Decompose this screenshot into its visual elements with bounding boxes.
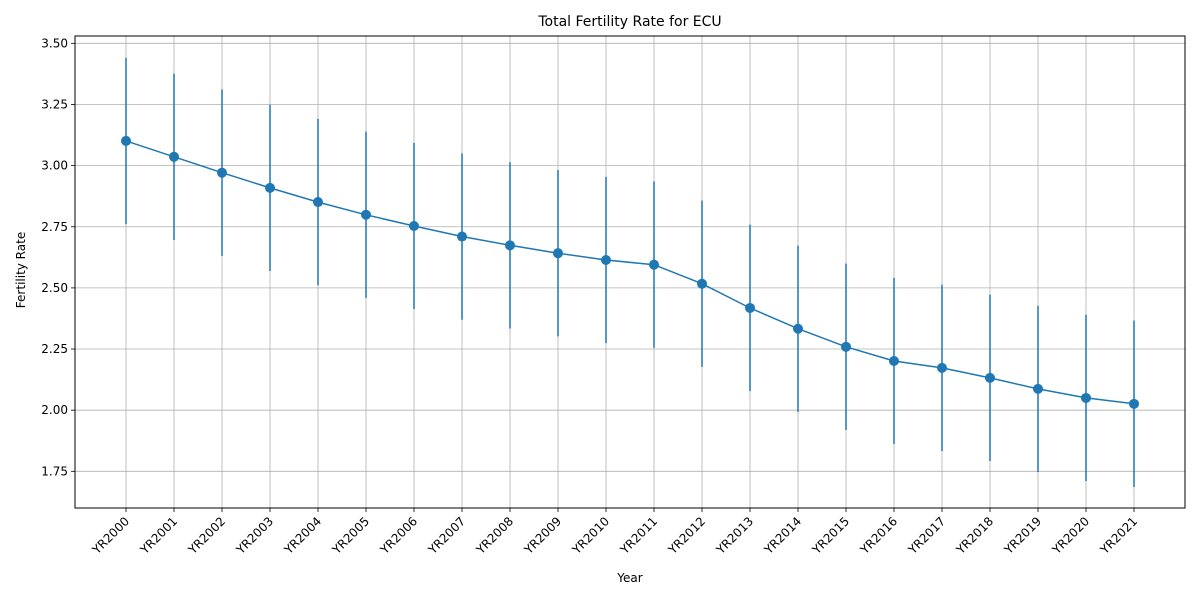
x-tick-label: YR2000 <box>89 514 132 557</box>
data-point <box>121 135 131 146</box>
y-tick-label: 3.25 <box>41 97 68 111</box>
x-tick-label: YR2003 <box>233 514 276 557</box>
data-point <box>1033 383 1043 394</box>
error-bars <box>125 57 1135 487</box>
data-point <box>697 278 707 289</box>
x-tick-label: YR2011 <box>617 514 660 557</box>
x-tick-label: YR2015 <box>809 514 852 557</box>
x-tick-label: YR2008 <box>473 514 516 557</box>
x-tick-label: YR2006 <box>377 514 420 557</box>
plot-frame <box>74 35 1186 509</box>
data-point <box>1129 398 1139 409</box>
x-tick-label: YR2012 <box>665 514 708 557</box>
data-points <box>121 135 1139 409</box>
x-tick-label: YR2004 <box>281 514 324 557</box>
y-tick-label: 3.50 <box>41 36 68 50</box>
x-tick-label: YR2002 <box>185 514 228 557</box>
data-point <box>457 231 467 242</box>
y-axis-label: Fertility Rate <box>14 232 28 308</box>
data-point <box>1081 392 1091 403</box>
data-point <box>841 341 851 352</box>
data-point <box>217 167 227 178</box>
data-point <box>985 372 995 383</box>
x-tick-label: YR2001 <box>137 514 180 557</box>
data-point <box>553 248 563 259</box>
x-tick-label: YR2017 <box>905 514 948 557</box>
x-tick-label: YR2007 <box>425 514 468 557</box>
series-line <box>125 140 1135 405</box>
data-point <box>409 221 419 232</box>
y-tick-label: 2.00 <box>41 403 68 417</box>
x-tick-label: YR2013 <box>713 514 756 557</box>
x-tick-label: YR2010 <box>569 514 612 557</box>
data-point <box>169 151 179 162</box>
data-point <box>793 323 803 334</box>
x-tick-label: YR2005 <box>329 514 372 557</box>
x-axis-label: Year <box>616 571 642 585</box>
grid <box>75 36 1185 508</box>
y-ticks: 1.75 2.00 2.25 2.50 2.75 3.00 3.25 3.50 <box>41 36 75 478</box>
x-ticks: YR2000 YR2001 YR2002 YR2003 YR2004 YR2005 YR20… <box>89 508 1140 558</box>
data-point <box>361 209 371 220</box>
y-tick-label: 2.75 <box>41 220 68 234</box>
data-point <box>745 302 755 313</box>
y-tick-label: 2.50 <box>41 281 68 295</box>
series-polyline <box>125 140 1135 405</box>
data-point <box>889 356 899 367</box>
y-tick-label: 3.00 <box>41 159 68 173</box>
x-tick-label: YR2014 <box>761 514 804 557</box>
chart-title: Total Fertility Rate for ECU <box>537 14 721 30</box>
data-point <box>313 197 323 208</box>
x-tick-label: YR2016 <box>857 514 900 557</box>
data-point <box>505 240 515 251</box>
data-point <box>649 259 659 270</box>
x-tick-label: YR2019 <box>1001 514 1044 557</box>
x-tick-label: YR2018 <box>953 514 996 557</box>
x-tick-label: YR2020 <box>1049 514 1092 557</box>
data-point <box>601 255 611 266</box>
y-tick-label: 1.75 <box>41 464 68 478</box>
data-point <box>937 362 947 373</box>
y-tick-label: 2.25 <box>41 342 68 356</box>
x-tick-label: YR2009 <box>521 514 564 557</box>
data-point <box>265 182 275 193</box>
x-tick-label: YR2021 <box>1097 514 1140 557</box>
